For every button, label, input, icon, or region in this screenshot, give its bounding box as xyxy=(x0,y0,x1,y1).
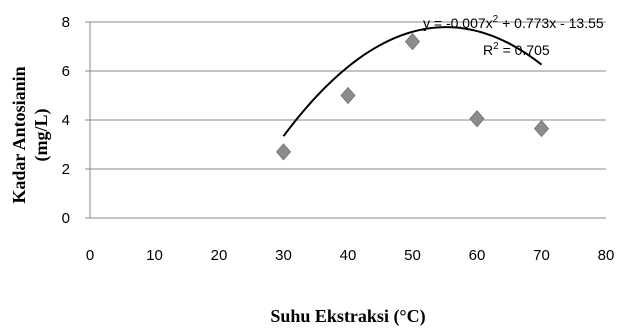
gridlines xyxy=(90,21,606,170)
y-axis-title-line2: (mg/L) xyxy=(31,109,52,162)
x-tick-label: 40 xyxy=(340,247,357,264)
y-tick-label: 4 xyxy=(62,112,70,129)
axes xyxy=(85,21,606,219)
data-point-4 xyxy=(469,110,485,128)
x-tick-label: 60 xyxy=(469,247,486,264)
data-point-5 xyxy=(533,119,550,138)
x-tick-label: 50 xyxy=(404,247,421,264)
y-tick-label: 2 xyxy=(62,161,70,178)
x-tick-label: 80 xyxy=(598,247,615,264)
y-axis-title-line1: Kadar Antosianin xyxy=(9,66,29,203)
data-point-1 xyxy=(275,143,292,161)
x-tick-label: 30 xyxy=(275,247,292,264)
y-tick-label: 0 xyxy=(62,210,70,227)
x-tick-labels: 0 10 20 30 40 50 60 70 80 xyxy=(86,247,615,264)
data-point-2 xyxy=(340,86,356,105)
data-points xyxy=(275,32,550,161)
x-axis-title: Suhu Ekstraksi (°C) xyxy=(270,306,425,327)
x-tick-label: 70 xyxy=(533,247,550,264)
x-tick-label: 0 xyxy=(86,247,94,264)
data-point-3 xyxy=(404,32,421,51)
y-tick-label: 6 xyxy=(62,63,70,80)
trendline xyxy=(282,26,543,137)
trendline-equation: y = -0.007x2 + 0.773x - 13.55 xyxy=(423,14,604,31)
x-tick-label: 10 xyxy=(146,247,163,264)
r-squared-label: R2 = 0.705 xyxy=(483,41,550,58)
x-tick-label: 20 xyxy=(211,247,228,264)
y-tick-label: 8 xyxy=(62,14,70,31)
y-tick-labels: 0 2 4 6 8 xyxy=(62,14,70,227)
